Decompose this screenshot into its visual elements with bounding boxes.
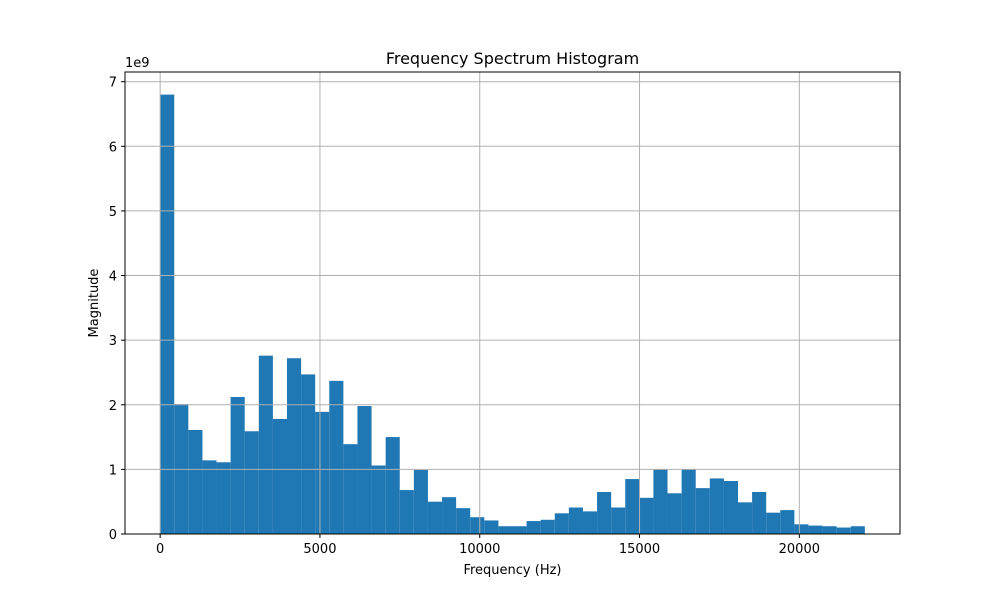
- histogram-bar: [639, 497, 654, 534]
- histogram-bar: [738, 502, 753, 534]
- histogram-bar: [526, 521, 541, 534]
- histogram-bar: [695, 488, 710, 534]
- x-tick-label: 5000: [303, 542, 336, 557]
- histogram-bar: [343, 444, 358, 534]
- histogram-bar: [766, 512, 781, 534]
- histogram-bar: [498, 526, 513, 534]
- histogram-bar: [216, 462, 231, 534]
- histogram-bar: [808, 525, 823, 534]
- x-axis-label: Frequency (Hz): [463, 563, 561, 578]
- histogram-bar: [470, 517, 485, 534]
- histogram-bar: [568, 507, 583, 534]
- bars-layer: [160, 94, 865, 534]
- histogram-bar: [850, 526, 865, 534]
- y-tick-label: 7: [109, 76, 117, 91]
- histogram-bar: [329, 380, 344, 534]
- histogram-bar: [301, 374, 316, 534]
- y-tick-label: 6: [109, 140, 117, 155]
- histogram-bar: [540, 519, 555, 534]
- histogram-bar: [709, 478, 724, 534]
- histogram-bar: [752, 492, 767, 534]
- y-tick-label: 3: [109, 334, 117, 349]
- histogram-bar: [315, 411, 330, 534]
- histogram-bar: [822, 526, 837, 534]
- histogram-bar: [244, 431, 259, 534]
- plot-frame: [124, 71, 901, 535]
- histogram-bar: [484, 520, 499, 534]
- histogram-bar: [611, 507, 626, 534]
- histogram-bar: [258, 355, 273, 534]
- y-tick-label: 5: [109, 205, 117, 220]
- histogram-bar: [723, 481, 739, 534]
- histogram-bar: [794, 524, 809, 534]
- histogram-bar: [286, 358, 302, 534]
- x-axis: 0 5000 10000 15000 20000: [156, 534, 820, 557]
- histogram-bar: [836, 527, 851, 534]
- x-tick-label: 10000: [459, 542, 500, 557]
- y-tick-label: 1: [109, 463, 117, 478]
- histogram-bar: [160, 94, 175, 534]
- histogram-bar: [371, 465, 386, 534]
- y-tick-label: 4: [109, 270, 117, 285]
- histogram-bar: [442, 497, 457, 534]
- histogram-bar: [653, 469, 668, 534]
- histogram-bar: [357, 406, 372, 534]
- x-tick-label: 15000: [619, 542, 660, 557]
- histogram-bar: [427, 501, 443, 534]
- histogram-bar: [597, 492, 612, 534]
- histogram-bar: [625, 479, 640, 534]
- histogram-bar: [554, 513, 569, 534]
- y-tick-label: 0: [109, 528, 117, 543]
- histogram-bar: [582, 511, 598, 534]
- histogram-bar: [456, 508, 471, 534]
- y-axis-label: Magnitude: [87, 269, 102, 338]
- grid-layer: [125, 72, 900, 535]
- histogram-bar: [681, 469, 696, 534]
- histogram-bar: [202, 460, 217, 534]
- x-tick-label: 20000: [779, 542, 820, 557]
- x-tick-label: 0: [156, 542, 164, 557]
- histogram-bar: [385, 437, 400, 534]
- histogram-bar: [667, 493, 682, 534]
- histogram-bar: [512, 526, 527, 534]
- chart-title: Frequency Spectrum Histogram: [386, 49, 639, 68]
- histogram-bar: [413, 470, 428, 534]
- histogram-bar: [272, 418, 287, 534]
- y-tick-label: 2: [109, 399, 117, 414]
- y-multiplier-label: 1e9: [125, 56, 150, 71]
- histogram-bar: [780, 510, 795, 534]
- histogram-bar: [230, 397, 245, 534]
- histogram-bar: [188, 429, 203, 534]
- y-axis: 0 1 2 3 4 5 6 7: [109, 76, 125, 543]
- histogram-bar: [399, 490, 414, 534]
